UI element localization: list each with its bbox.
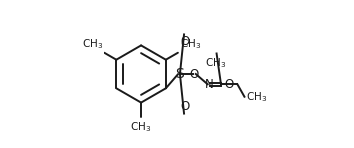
Text: S: S	[176, 67, 184, 81]
Text: CH$_3$: CH$_3$	[180, 37, 201, 51]
Text: CH$_3$: CH$_3$	[246, 90, 267, 104]
Text: CH$_3$: CH$_3$	[205, 56, 227, 70]
Text: O: O	[180, 100, 189, 113]
Text: O: O	[180, 35, 189, 48]
Text: N: N	[205, 78, 213, 91]
Text: CH$_3$: CH$_3$	[130, 120, 151, 134]
Text: O: O	[224, 78, 234, 91]
Text: CH$_3$: CH$_3$	[81, 37, 103, 51]
Text: O: O	[190, 67, 199, 81]
